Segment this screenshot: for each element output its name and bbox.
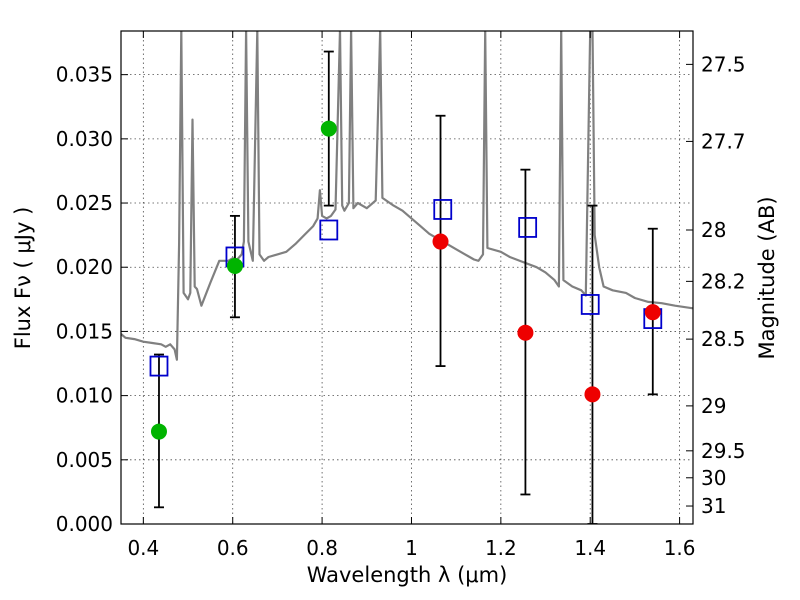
right-tick-label: 28.5 <box>701 327 746 351</box>
green-data-point <box>150 423 167 440</box>
x-tick-label: 0.8 <box>306 536 338 560</box>
right-tick-label: 31 <box>701 494 726 518</box>
x-tick-label: 0.4 <box>127 536 159 560</box>
axis-layer: 0.4 0.6 0.8 1 1.2 1.4 1.6 0.000 0.005 0.010 0.015 0… <box>56 31 746 560</box>
x-tick-label: 1.6 <box>664 536 696 560</box>
right-tick-label: 28 <box>701 218 726 242</box>
grid-layer <box>121 31 693 525</box>
x-tick-label: 1 <box>405 536 418 560</box>
data-layer <box>121 31 693 524</box>
y-tick-label: 0.010 <box>56 384 113 408</box>
model-square <box>149 355 169 377</box>
green-data-point <box>320 120 337 137</box>
spectrum-line <box>121 31 693 361</box>
red-data-point <box>432 233 449 250</box>
right-tick-label: 29 <box>701 394 726 418</box>
x-tick-label: 1.4 <box>574 536 606 560</box>
plot-frame <box>120 30 694 525</box>
right-tick-label: 29.5 <box>701 439 746 463</box>
red-data-point <box>517 324 534 341</box>
model-square <box>319 219 339 241</box>
y-tick-label: 0.030 <box>56 127 113 151</box>
model-square <box>580 294 600 315</box>
y-tick-label: 0.035 <box>56 63 113 87</box>
red-data-point <box>584 386 601 403</box>
y-tick-label: 0.015 <box>56 319 113 343</box>
right-tick-label: 30 <box>701 466 726 490</box>
right-tick-label: 28.2 <box>701 269 746 293</box>
model-square <box>433 199 453 220</box>
y-tick-label: 0.020 <box>56 255 113 279</box>
y-axis-title: Flux Fν ( μJy ) <box>11 207 35 350</box>
model-square <box>518 217 538 238</box>
right-axis-title: Magnitude (AB) <box>755 196 779 359</box>
y-tick-label: 0.000 <box>56 512 113 536</box>
y-tick-label: 0.025 <box>56 191 113 215</box>
y-tick-label: 0.005 <box>56 448 113 472</box>
x-axis-title: Wavelength λ (μm) <box>307 563 508 587</box>
right-tick-label: 27.7 <box>701 129 746 153</box>
red-data-point <box>644 304 661 321</box>
x-tick-label: 1.2 <box>485 536 517 560</box>
x-tick-label: 0.6 <box>217 536 249 560</box>
right-tick-label: 27.5 <box>701 52 746 76</box>
green-data-point <box>226 257 243 274</box>
